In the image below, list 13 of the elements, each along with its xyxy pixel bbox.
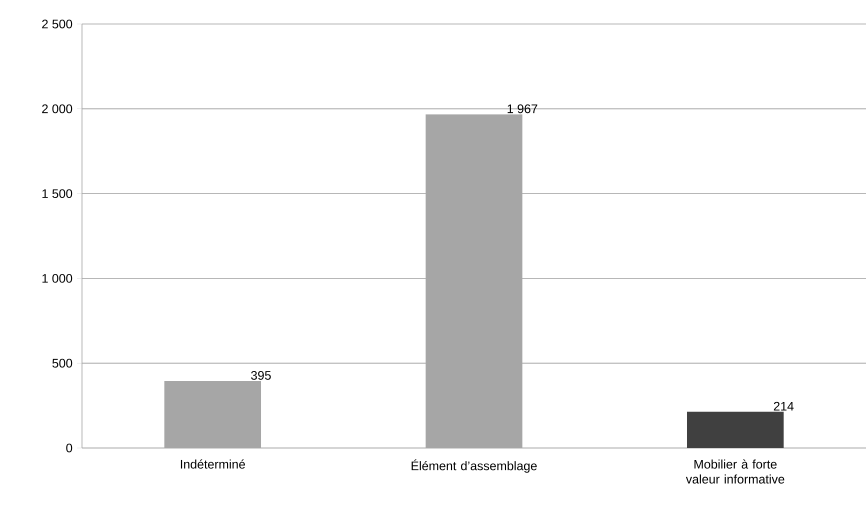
bar <box>686 412 784 448</box>
y-tick-label: 500 <box>52 358 72 368</box>
y-tick-label: 2 000 <box>42 104 72 114</box>
data-label: 1 967 <box>508 104 538 114</box>
x-tick-label: Indéterminé <box>180 459 245 469</box>
y-tick-label: 2 500 <box>42 20 72 28</box>
x-tick-label: Mobilier à forte valeur informative <box>686 459 784 484</box>
y-tick-label: 1 500 <box>42 189 72 198</box>
data-label: 214 <box>774 402 794 411</box>
x-tick-label: Élément d’assemblage <box>412 459 537 473</box>
y-tick-label: 1 000 <box>42 274 72 283</box>
data-label: 395 <box>251 371 271 380</box>
y-tick-label: 0 <box>66 444 72 452</box>
